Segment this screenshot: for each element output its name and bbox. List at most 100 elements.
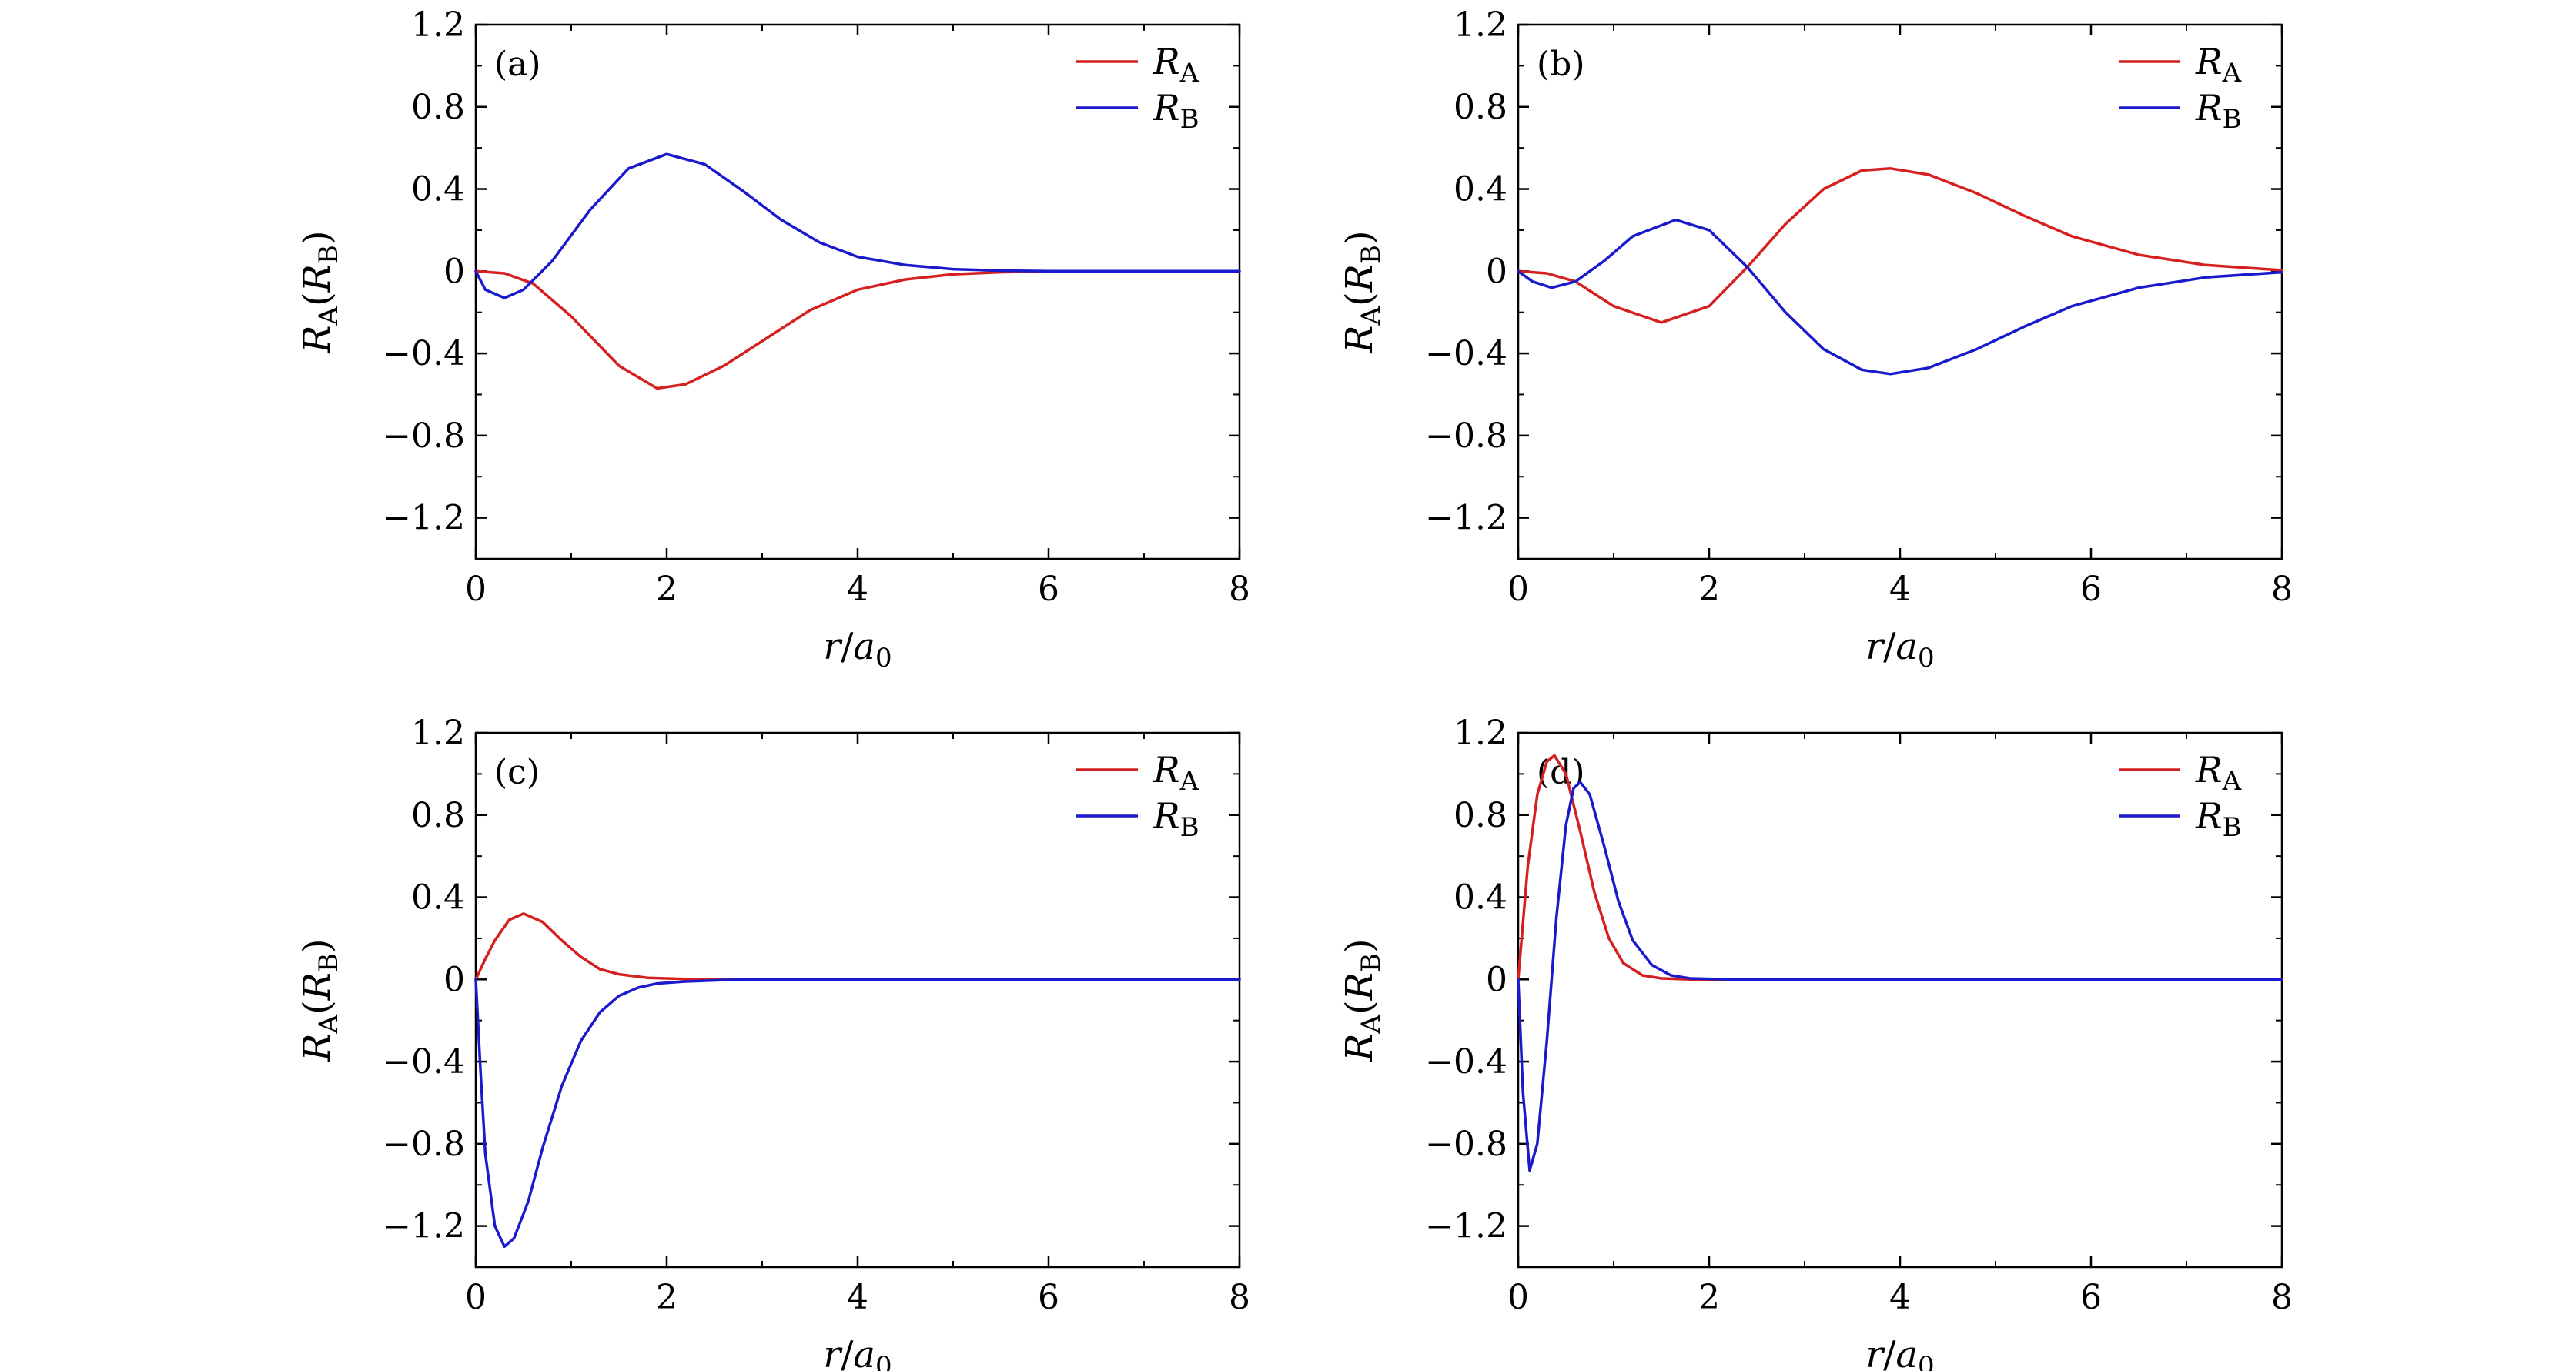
panel-label: (b) <box>1537 45 1585 84</box>
x-tick-label: 8 <box>1229 1278 1250 1317</box>
series-line-RB <box>474 152 1241 299</box>
text-part: R <box>1153 795 1180 837</box>
text-part: B <box>2223 104 2242 135</box>
y-tick-label: −0.8 <box>1425 1125 1507 1164</box>
text-part: a <box>853 1333 875 1371</box>
y-tick-label: 0 <box>443 252 465 291</box>
text-part: ( <box>1338 1000 1381 1015</box>
y-tick-label: 0.8 <box>1454 796 1507 835</box>
text-part: ( <box>296 1000 339 1015</box>
x-tick-label: 0 <box>465 1278 487 1317</box>
y-axis-title: RA(RB) <box>1338 230 1387 353</box>
x-tick-label: 4 <box>847 1278 868 1317</box>
x-tick-label: 6 <box>2080 1278 2102 1317</box>
text-part: / <box>841 1333 854 1371</box>
text-part: A <box>313 1015 344 1035</box>
x-tick-label: 2 <box>656 1278 677 1317</box>
x-axis-title: r/a0 <box>1865 625 1934 674</box>
y-axis-title: RA(RB) <box>296 938 344 1062</box>
text-part: a <box>853 625 875 668</box>
y-tick-label: 0.8 <box>1454 88 1507 127</box>
text-part: 0 <box>875 1351 892 1371</box>
text-part: / <box>841 625 854 668</box>
text-part: B <box>1356 245 1387 264</box>
y-tick-label: 0.8 <box>411 88 465 127</box>
text-part: 0 <box>1918 1351 1935 1371</box>
text-part: A <box>1179 766 1199 797</box>
text-part: R <box>2195 749 2223 791</box>
x-tick-label: 0 <box>1507 1278 1529 1317</box>
y-tick-label: 0.4 <box>1454 878 1507 918</box>
series-line-RB <box>1517 781 2283 1172</box>
x-tick-label: 6 <box>1038 570 1059 609</box>
text-part: R <box>1338 972 1381 1001</box>
text-part: B <box>2223 812 2242 843</box>
series-line-RB <box>1517 218 2283 376</box>
plot-frame <box>474 731 1241 1269</box>
text-part: R <box>296 326 339 354</box>
series-line-RA <box>474 269 1241 390</box>
text-part: B <box>1180 104 1199 135</box>
x-tick-label: 2 <box>656 570 677 609</box>
text-part: A <box>313 306 344 326</box>
x-axis-title: r/a0 <box>1865 1333 1934 1371</box>
text-part: R <box>296 264 339 293</box>
text-part: R <box>296 1034 339 1062</box>
text-part: R <box>2195 87 2223 129</box>
y-tick-label: −0.8 <box>383 416 465 456</box>
y-tick-label: −0.4 <box>383 1042 465 1082</box>
y-tick-label: −1.2 <box>383 499 465 538</box>
text-part: R <box>1153 41 1180 82</box>
panel-c: 0 2 4 6 8−1.2−0.8−0.400.40.81.2r/a0RA(RB)(c)… <box>296 714 1250 1371</box>
text-part: ) <box>296 230 339 245</box>
x-tick-label: 4 <box>1889 1278 1911 1317</box>
y-tick-label: 0.4 <box>411 878 465 918</box>
y-tick-label: 1.2 <box>411 714 465 753</box>
text-part: ) <box>296 938 339 953</box>
y-tick-label: −0.4 <box>1425 334 1507 373</box>
x-tick-label: 2 <box>1698 1278 1720 1317</box>
text-part: r <box>823 1333 843 1371</box>
text-part: R <box>2195 41 2223 82</box>
text-part: R <box>2195 795 2223 837</box>
x-tick-label: 0 <box>1507 570 1529 609</box>
x-tick-label: 4 <box>1889 570 1911 609</box>
text-part: / <box>1883 625 1896 668</box>
legend-label: RB <box>2195 795 2242 843</box>
legend-label: RB <box>1153 795 1199 843</box>
y-tick-label: 1.2 <box>1454 714 1507 753</box>
y-tick-label: 0 <box>443 960 465 999</box>
text-part: r <box>1865 1333 1885 1371</box>
x-tick-label: 8 <box>2271 570 2293 609</box>
y-tick-label: 0 <box>1486 252 1507 291</box>
x-axis-title: r/a0 <box>823 625 892 674</box>
y-tick-label: −1.2 <box>383 1207 465 1246</box>
y-tick-label: −1.2 <box>1425 1207 1507 1246</box>
text-part: R <box>1153 749 1180 791</box>
y-tick-label: −0.4 <box>1425 1042 1507 1082</box>
y-axis-title: RA(RB) <box>296 230 344 353</box>
series-line-RB <box>474 978 1241 1249</box>
text-part: a <box>1895 625 1918 668</box>
x-axis-title: r/a0 <box>823 1333 892 1371</box>
y-tick-label: 0.4 <box>1454 170 1507 209</box>
x-tick-label: 8 <box>2271 1278 2293 1317</box>
text-part: A <box>1356 1015 1387 1035</box>
y-tick-label: −0.4 <box>383 334 465 373</box>
y-tick-label: 1.2 <box>411 5 465 45</box>
text-part: B <box>1180 812 1199 843</box>
text-part: R <box>1153 87 1180 129</box>
text-part: / <box>1883 1333 1896 1371</box>
plot-frame <box>1517 731 2283 1269</box>
x-tick-label: 2 <box>1698 570 1720 609</box>
x-tick-label: 6 <box>1038 1278 1059 1317</box>
panel-a: 0 2 4 6 8−1.2−0.8−0.400.40.81.2r/a0RA(RB)(a)… <box>296 5 1250 674</box>
series-line-RA <box>1517 754 2283 981</box>
text-part: R <box>1338 326 1381 354</box>
text-part: B <box>313 953 344 972</box>
legend-label: RA <box>2195 41 2242 89</box>
text-part: r <box>1865 625 1885 668</box>
y-tick-label: −1.2 <box>1425 499 1507 538</box>
y-tick-label: 1.2 <box>1454 5 1507 45</box>
